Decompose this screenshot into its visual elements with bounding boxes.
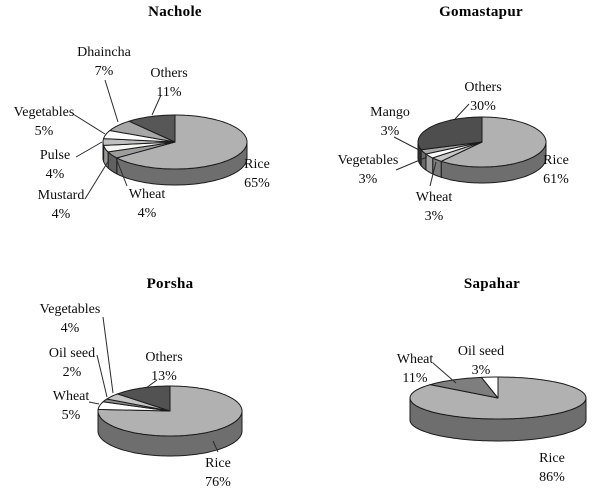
slice-percent: 5% [61, 408, 81, 423]
slice-percent: 65% [244, 176, 270, 191]
slice-label-oil-seed: Oil seed 2% [49, 344, 95, 382]
slice-percent: 11% [402, 371, 428, 386]
slice-label-wheat: Wheat 11% [397, 350, 434, 388]
leader-line-wheat [88, 401, 100, 405]
slice-label-name: Mustard [37, 188, 85, 203]
slice-label-wheat: Wheat 4% [129, 185, 166, 223]
chart-title-porsha: Porsha [146, 276, 194, 292]
slice-percent: 3% [424, 209, 444, 224]
slice-label-name: Rice [539, 451, 565, 466]
slice-percent: 61% [543, 172, 569, 187]
slice-label-name: Rice [205, 456, 231, 471]
leader-line-pulse [75, 141, 103, 158]
slice-label-name: Mango [370, 105, 410, 120]
slice-label-vegetables: Vegetables 3% [338, 151, 399, 189]
pie-slice-rice [440, 116, 547, 168]
slice-percent: 3% [358, 172, 378, 187]
slice-percent: 4% [51, 207, 71, 222]
pie-slice-oil-seed [481, 376, 499, 399]
slice-label-name: Oil seed [48, 346, 96, 361]
leader-line-others [454, 103, 470, 120]
leader-line-vegetables [102, 316, 114, 394]
pie-slice-rice [116, 114, 248, 170]
slice-label-name: Wheat [128, 187, 166, 202]
slice-label-vegetables: Vegetables 4% [40, 300, 101, 338]
pie-slice-wheat [429, 376, 499, 399]
leader-line-others [151, 94, 162, 116]
slice-label-pulse: Pulse 4% [40, 146, 70, 184]
slice-label-mango: Mango 3% [370, 103, 410, 141]
slice-percent: 4% [45, 167, 65, 182]
slice-label-name: Wheat [52, 389, 90, 404]
slice-label-mustard: Mustard 4% [38, 186, 85, 224]
leader-line-vegetables [395, 156, 428, 171]
slice-percent: 86% [539, 470, 565, 485]
slice-label-rice: Rice 76% [205, 454, 231, 492]
pie-slice-others [417, 116, 483, 151]
chart-title-gomastapur: Gomastapur [439, 4, 523, 20]
slice-label-others: Others 30% [464, 78, 501, 116]
slice-label-vegetables: Vegetables 5% [14, 103, 75, 141]
slice-label-name: Others [464, 80, 502, 95]
slice-label-dhaincha: Dhaincha 7% [77, 43, 131, 81]
slice-label-rice: Rice 61% [543, 151, 569, 189]
slice-label-oil-seed: Oil seed 3% [458, 342, 504, 380]
leader-line-wheat [432, 362, 457, 384]
slice-label-name: Others [145, 350, 183, 365]
slice-percent: 4% [137, 206, 157, 221]
slice-percent: 3% [471, 363, 491, 378]
slice-label-wheat: Wheat 5% [53, 387, 90, 425]
leader-line-rice [212, 440, 219, 453]
slice-percent: 4% [60, 321, 80, 336]
slice-label-name: Vegetables [39, 302, 101, 317]
slice-label-name: Wheat [415, 190, 453, 205]
slice-percent: 30% [470, 99, 496, 114]
slice-label-name: Rice [244, 157, 270, 172]
leader-line-oil-seed [96, 354, 108, 398]
slice-percent: 3% [380, 124, 400, 139]
leader-line-others [145, 379, 158, 389]
pie-slice-dhaincha [109, 120, 176, 143]
slice-label-name: Rice [543, 153, 569, 168]
chart-title-nachole: Nachole [148, 4, 202, 20]
leader-line-wheat [429, 161, 437, 187]
slice-label-rice: Rice 86% [539, 449, 565, 487]
slice-percent: 2% [62, 365, 82, 380]
leader-line-mango [393, 136, 422, 152]
slice-label-others: Others 11% [150, 64, 187, 102]
slice-label-name: Wheat [396, 352, 434, 367]
slice-label-name: Oil seed [457, 344, 505, 359]
slice-label-name: Others [150, 66, 188, 81]
slice-percent: 7% [94, 64, 114, 79]
slice-percent: 5% [34, 124, 54, 139]
slice-label-name: Vegetables [337, 153, 399, 168]
chart-title-sapahar: Sapahar [463, 276, 521, 292]
slice-label-others: Others 13% [145, 348, 182, 386]
slice-percent: 11% [156, 85, 182, 100]
pie-slice-others [128, 114, 176, 143]
slice-percent: 76% [205, 475, 231, 490]
slice-percent: 13% [151, 369, 177, 384]
slice-label-wheat: Wheat 3% [416, 188, 453, 226]
leader-line-dhaincha [104, 79, 119, 123]
slice-label-name: Pulse [39, 148, 71, 163]
leader-line-vegetables [72, 113, 106, 135]
leader-line-wheat [115, 157, 128, 187]
slice-label-rice: Rice 65% [244, 155, 270, 193]
pie-slice-others [117, 385, 171, 412]
slice-label-name: Dhaincha [77, 45, 131, 60]
leader-line-mustard [84, 159, 110, 200]
slice-label-name: Vegetables [13, 105, 75, 120]
